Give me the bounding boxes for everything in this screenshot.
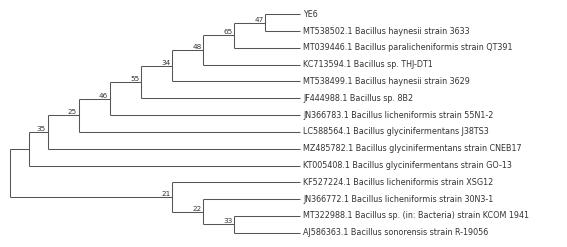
Text: 33: 33	[223, 218, 232, 224]
Text: 46: 46	[99, 93, 108, 99]
Text: KF527224.1 Bacillus licheniformis strain XSG12: KF527224.1 Bacillus licheniformis strain…	[303, 178, 493, 187]
Text: JN366783.1 Bacillus licheniformis strain 55N1-2: JN366783.1 Bacillus licheniformis strain…	[303, 111, 494, 120]
Text: JF444988.1 Bacillus sp. 8B2: JF444988.1 Bacillus sp. 8B2	[303, 94, 413, 103]
Text: 55: 55	[130, 76, 139, 82]
Text: 34: 34	[161, 60, 171, 66]
Text: MT322988.1 Bacillus sp. (in: Bacteria) strain KCOM 1941: MT322988.1 Bacillus sp. (in: Bacteria) s…	[303, 211, 530, 221]
Text: 22: 22	[192, 206, 201, 212]
Text: MZ485782.1 Bacillus glycinifermentans strain CNEB17: MZ485782.1 Bacillus glycinifermentans st…	[303, 144, 522, 153]
Text: 65: 65	[223, 29, 232, 35]
Text: MT039446.1 Bacillus paralicheniformis strain QT391: MT039446.1 Bacillus paralicheniformis st…	[303, 43, 513, 52]
Text: YE6: YE6	[303, 10, 318, 19]
Text: 47: 47	[255, 17, 264, 23]
Text: AJ586363.1 Bacillus sonorensis strain R-19056: AJ586363.1 Bacillus sonorensis strain R-…	[303, 228, 489, 237]
Text: JN366772.1 Bacillus licheniformis strain 30N3-1: JN366772.1 Bacillus licheniformis strain…	[303, 195, 493, 204]
Text: KT005408.1 Bacillus glycinifermentans strain GO-13: KT005408.1 Bacillus glycinifermentans st…	[303, 161, 512, 170]
Text: MT538502.1 Bacillus haynesii strain 3633: MT538502.1 Bacillus haynesii strain 3633	[303, 26, 470, 36]
Text: KC713594.1 Bacillus sp. THJ-DT1: KC713594.1 Bacillus sp. THJ-DT1	[303, 60, 433, 69]
Text: 48: 48	[192, 44, 201, 50]
Text: MT538499.1 Bacillus haynesii strain 3629: MT538499.1 Bacillus haynesii strain 3629	[303, 77, 470, 86]
Text: 35: 35	[37, 126, 46, 132]
Text: 25: 25	[68, 109, 77, 115]
Text: LC588564.1 Bacillus glycinifermentans J38TS3: LC588564.1 Bacillus glycinifermentans J3…	[303, 127, 489, 136]
Text: 21: 21	[161, 191, 171, 197]
